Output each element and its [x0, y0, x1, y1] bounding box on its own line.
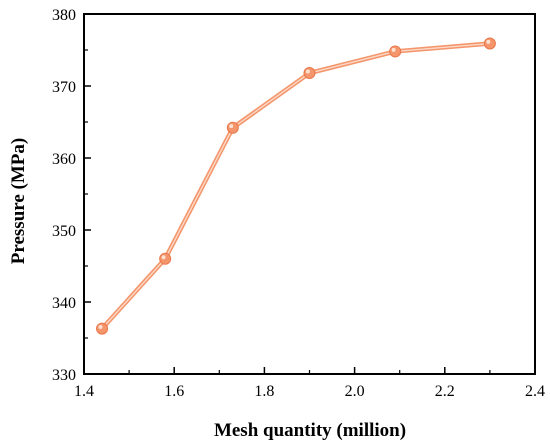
series-line-highlight-0: [101, 42, 491, 330]
y-tick-label-0: 330: [52, 367, 76, 384]
y-tick-label-3: 360: [52, 151, 76, 168]
plot-area: 1.4 1.6 1.8 2.0 2.2 2.4 330 340 350 360 370 380: [52, 7, 545, 400]
y-axis-title: Pressure (MPa): [8, 138, 29, 264]
y-tick-label-2: 350: [52, 223, 76, 240]
x-tick-label-4: 2.2: [435, 383, 455, 400]
data-point-highlight-0-2: [229, 124, 234, 129]
data-point-0-2: [226, 121, 239, 134]
data-point-0-5: [483, 37, 496, 50]
x-tick-label-5: 2.4: [525, 383, 545, 400]
data-point-0-4: [389, 45, 402, 58]
y-tick-label-1: 340: [52, 295, 76, 312]
y-tick-label-5: 380: [52, 7, 76, 24]
series-line-outer-0: [99, 41, 493, 331]
data-point-highlight-0-0: [98, 325, 103, 330]
x-tick-label-0: 1.4: [74, 383, 94, 400]
data-point-highlight-0-4: [391, 47, 396, 52]
x-tick-label-2: 1.8: [254, 383, 274, 400]
data-point-highlight-0-3: [305, 69, 310, 74]
data-point-0-1: [159, 252, 172, 265]
data-point-0-3: [303, 67, 316, 80]
x-axis-title: Mesh quantity (million): [214, 420, 406, 441]
x-tick-label-3: 2.0: [345, 383, 365, 400]
data-point-0-0: [96, 322, 109, 335]
data-point-highlight-0-5: [486, 39, 491, 44]
y-tick-label-4: 370: [52, 79, 76, 96]
data-point-highlight-0-1: [161, 255, 166, 260]
x-tick-label-1: 1.6: [164, 383, 184, 400]
